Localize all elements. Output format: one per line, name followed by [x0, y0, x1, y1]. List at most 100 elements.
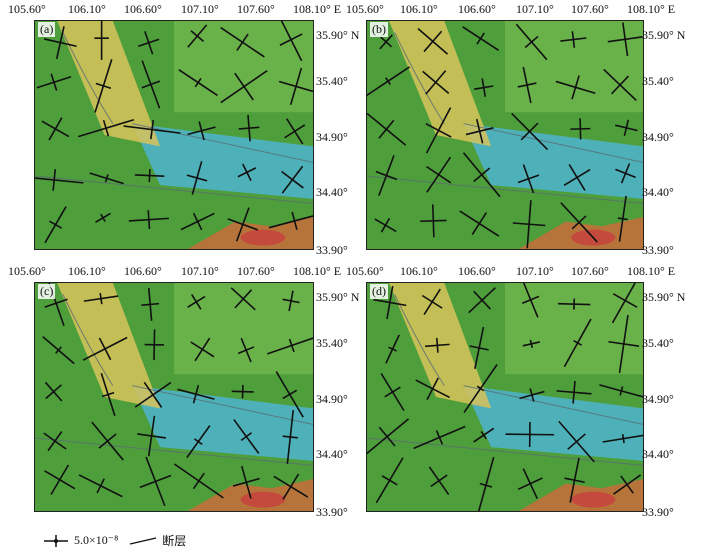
strain-cross-icon — [268, 211, 313, 230]
strain-cross-icon — [415, 377, 450, 401]
strain-cross-icon — [43, 431, 67, 452]
lat-tick: 34.90° — [316, 130, 348, 144]
strain-cross-icon — [557, 298, 591, 310]
strain-cross-icon — [564, 457, 585, 503]
panel-label: (a) — [38, 22, 56, 37]
lon-tick: 106.10° — [68, 2, 106, 16]
lat-tick: 33.90° — [642, 505, 674, 519]
lon-tick: 106.10° — [400, 264, 438, 278]
strain-cross-icon — [282, 290, 300, 312]
relief-map-d — [366, 282, 644, 512]
strain-cross-icon — [556, 380, 592, 404]
strain-cross-icon — [603, 68, 637, 102]
strain-cross-icon — [238, 114, 260, 142]
strain-cross-icon — [95, 212, 111, 223]
strain-cross-icon — [281, 165, 304, 194]
strain-cross-icon — [617, 195, 628, 242]
lon-tick: 107.10° — [516, 2, 554, 16]
strain-cross-icon — [186, 161, 208, 195]
lon-tick: 106.10° — [68, 264, 106, 278]
strain-cross-icon — [517, 66, 537, 104]
lon-tick: 105.60° — [8, 2, 46, 16]
strain-cross-icon — [374, 217, 397, 233]
strain-cross-icon — [91, 421, 124, 461]
strain-cross-icon — [43, 26, 77, 60]
strain-cross-icon — [139, 456, 172, 507]
strain-cross-icon — [608, 314, 640, 373]
strain-cross-icon — [273, 473, 309, 500]
lon-tick: 108.10° E — [627, 264, 676, 278]
strain-cross-icon — [227, 207, 259, 242]
strain-cross-icon — [42, 335, 75, 365]
strain-cross-icon — [141, 60, 161, 109]
panel-label: (d) — [370, 284, 388, 299]
strain-cross-icon — [611, 283, 638, 324]
strain-cross-icon — [380, 372, 405, 412]
strain-cross-icon — [602, 434, 643, 444]
strain-cross-icon — [94, 21, 109, 60]
lon-tick: 106.60° — [458, 264, 496, 278]
lon-tick: 105.60° — [346, 264, 384, 278]
strain-cross-icon — [385, 334, 400, 364]
strain-cross-icon — [231, 384, 254, 399]
strain-cross-icon — [420, 204, 447, 238]
lon-tick: 108.10° E — [293, 264, 342, 278]
lon-tick: 106.10° — [400, 2, 438, 16]
strain-cross-icon — [375, 155, 398, 196]
lon-tick: 105.60° — [346, 2, 384, 16]
strain-cross-icon — [173, 463, 224, 499]
strain-cross-icon — [517, 164, 540, 194]
fault-line-icon — [130, 536, 157, 545]
strain-cross-icon — [137, 415, 167, 457]
strain-cross-icon — [279, 21, 303, 62]
lat-tick: 35.40° — [642, 74, 674, 88]
strain-cross-icon — [413, 425, 466, 450]
lon-tick: 107.60° — [237, 2, 275, 16]
strain-cross-icon — [94, 59, 113, 113]
strain-cross-icon — [138, 31, 160, 55]
panel-label: (c) — [38, 284, 56, 299]
strain-cross-icon — [522, 339, 540, 349]
lat-tick: 34.90° — [316, 392, 348, 406]
strain-cross-icon — [428, 466, 450, 496]
lon-tick: 107.60° — [571, 264, 609, 278]
lon-tick: 107.10° — [181, 2, 219, 16]
strain-cross-icon — [519, 388, 545, 402]
lon-tick: 106.60° — [124, 2, 162, 16]
strain-cross-icon — [77, 118, 135, 138]
strain-cross-icon — [220, 69, 268, 104]
lat-tick: 34.40° — [642, 447, 674, 461]
strain-cross-icon — [89, 172, 124, 185]
strain-cross-icon — [190, 337, 215, 362]
strain-cross-icon — [41, 117, 70, 141]
legend: 5.0×10⁻⁸ 断层 — [42, 532, 186, 549]
strain-cross-icon — [367, 418, 410, 455]
strain-cross-icon — [505, 421, 555, 447]
strain-cross-icon — [615, 119, 638, 137]
strain-cross-icon — [186, 425, 211, 459]
strain-cross-icon — [512, 200, 546, 249]
lat-tick: 33.90° — [316, 243, 348, 257]
strain-cross-icon — [599, 384, 643, 398]
strain-cross-icon — [511, 112, 549, 151]
strain-cross-icon — [134, 381, 172, 408]
strain-cross-icon — [373, 285, 407, 320]
strain-cross-icon — [282, 410, 298, 464]
strain-cross-icon — [44, 206, 67, 244]
strain-cross-icon — [607, 22, 643, 57]
strain-cross-icon — [275, 371, 304, 418]
strain-cross-icon — [78, 474, 123, 498]
strain-cross-icon — [421, 288, 443, 316]
strain-cross-icon — [44, 381, 63, 402]
lat-tick: 34.90° — [642, 130, 674, 144]
legend-scale-text: 5.0×10⁻⁸ — [74, 533, 119, 547]
strain-cross-icon — [425, 107, 452, 154]
strain-cross-icon — [563, 318, 592, 368]
strain-cross-icon — [613, 474, 642, 495]
lat-tick: 34.40° — [642, 185, 674, 199]
strain-cross-icon — [469, 326, 489, 370]
lon-tick: 107.10° — [516, 264, 554, 278]
lat-tick: 35.90° N — [316, 290, 360, 304]
strain-cross-icon — [134, 168, 165, 183]
lat-tick: 35.90° N — [316, 28, 360, 42]
